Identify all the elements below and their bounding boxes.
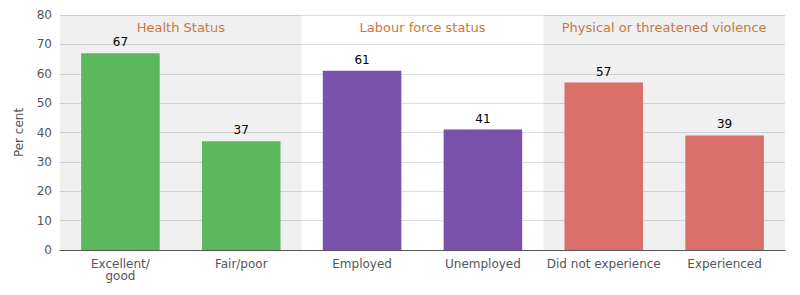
- svg-text:30: 30: [37, 155, 52, 169]
- svg-text:80: 80: [37, 8, 52, 22]
- svg-text:Physical or threatened violenc: Physical or threatened violence: [562, 20, 767, 35]
- svg-text:50: 50: [37, 96, 52, 110]
- svg-text:Unemployed: Unemployed: [445, 257, 521, 271]
- svg-text:60: 60: [37, 67, 52, 81]
- svg-text:70: 70: [37, 37, 52, 51]
- svg-text:Employed: Employed: [332, 257, 392, 271]
- svg-text:57: 57: [596, 65, 611, 79]
- svg-text:20: 20: [37, 184, 52, 198]
- svg-text:Labour force status: Labour force status: [360, 20, 486, 35]
- svg-text:good: good: [105, 269, 135, 283]
- svg-text:Per cent: Per cent: [12, 108, 26, 158]
- svg-text:0: 0: [44, 243, 52, 257]
- svg-text:67: 67: [113, 35, 128, 49]
- svg-text:41: 41: [475, 112, 490, 126]
- svg-text:37: 37: [234, 123, 249, 137]
- svg-text:10: 10: [37, 214, 52, 228]
- svg-text:Excellent/: Excellent/: [91, 257, 150, 271]
- svg-text:Did not experience: Did not experience: [547, 257, 661, 271]
- svg-text:Fair/poor: Fair/poor: [215, 257, 268, 271]
- svg-text:61: 61: [354, 53, 369, 67]
- svg-text:Health Status: Health Status: [137, 20, 225, 35]
- svg-text:40: 40: [37, 126, 52, 140]
- svg-text:Experienced: Experienced: [687, 257, 762, 271]
- svg-text:39: 39: [717, 117, 732, 131]
